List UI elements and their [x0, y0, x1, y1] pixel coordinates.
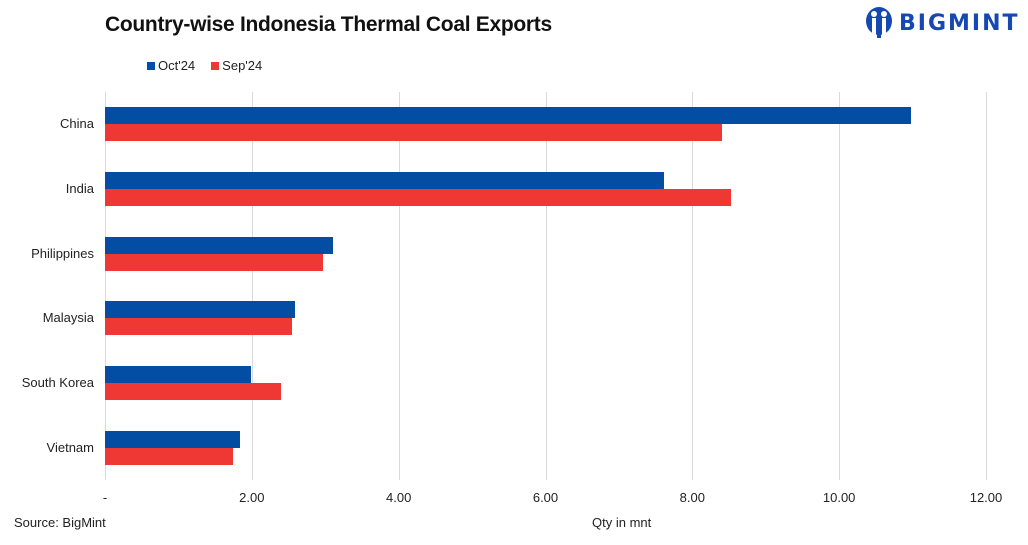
bar-south-korea-oct	[105, 366, 252, 383]
gridline	[692, 92, 694, 480]
category-label: Philippines	[31, 245, 94, 261]
gridline	[545, 92, 547, 480]
category-label: Malaysia	[42, 310, 94, 326]
x-tick-label: 12.00	[969, 490, 1003, 505]
legend-label-oct: Oct'24	[158, 58, 196, 73]
logo-text: BIGMINT	[899, 10, 1020, 36]
bigmint-logo: BIGMINT	[865, 4, 1020, 42]
legend-label-sep: Sep'24	[222, 58, 263, 73]
chart-legend: Oct'24 Sep'24	[147, 58, 262, 73]
x-tick-label: 4.00	[386, 490, 412, 505]
gridline	[839, 92, 841, 480]
bar-south-korea-sep	[105, 383, 282, 400]
bar-philippines-oct	[105, 236, 334, 254]
category-label: Vietnam	[46, 439, 94, 455]
category-label: South Korea	[21, 375, 94, 390]
bar-india-oct	[105, 172, 665, 189]
legend-swatch-oct	[147, 61, 155, 70]
x-tick-label: 2.00	[239, 490, 265, 505]
x-tick-label: -	[102, 490, 108, 505]
x-tick-label: 6.00	[532, 490, 559, 505]
legend-item-oct: Oct'24	[147, 58, 195, 73]
legend-swatch-sep	[211, 61, 220, 70]
bar-malaysia-sep	[105, 318, 293, 336]
bar-china-sep	[105, 124, 723, 142]
category-label: India	[65, 181, 94, 196]
bigmint-logo-icon	[866, 7, 892, 38]
gridline	[398, 92, 400, 480]
category-label: China	[60, 116, 94, 132]
chart-title: Country-wise Indonesia Thermal Coal Expo…	[105, 13, 552, 36]
legend-item-sep: Sep'24	[211, 58, 262, 73]
bar-vietnam-oct	[105, 430, 241, 448]
plot-area	[105, 92, 987, 480]
bar-vietnam-sep	[105, 447, 233, 465]
bar-malaysia-oct	[105, 301, 296, 319]
gridline	[251, 92, 253, 480]
x-axis-label: Qty in mnt	[592, 515, 652, 530]
x-tick-label: 10.00	[822, 490, 856, 505]
source-note: Source: BigMint	[14, 515, 106, 530]
x-tick-label: 8.00	[679, 490, 705, 505]
bar-china-oct	[105, 107, 912, 125]
bar-philippines-sep	[105, 253, 324, 271]
gridline	[105, 92, 106, 480]
bar-india-sep	[105, 189, 731, 206]
gridline	[986, 92, 987, 480]
